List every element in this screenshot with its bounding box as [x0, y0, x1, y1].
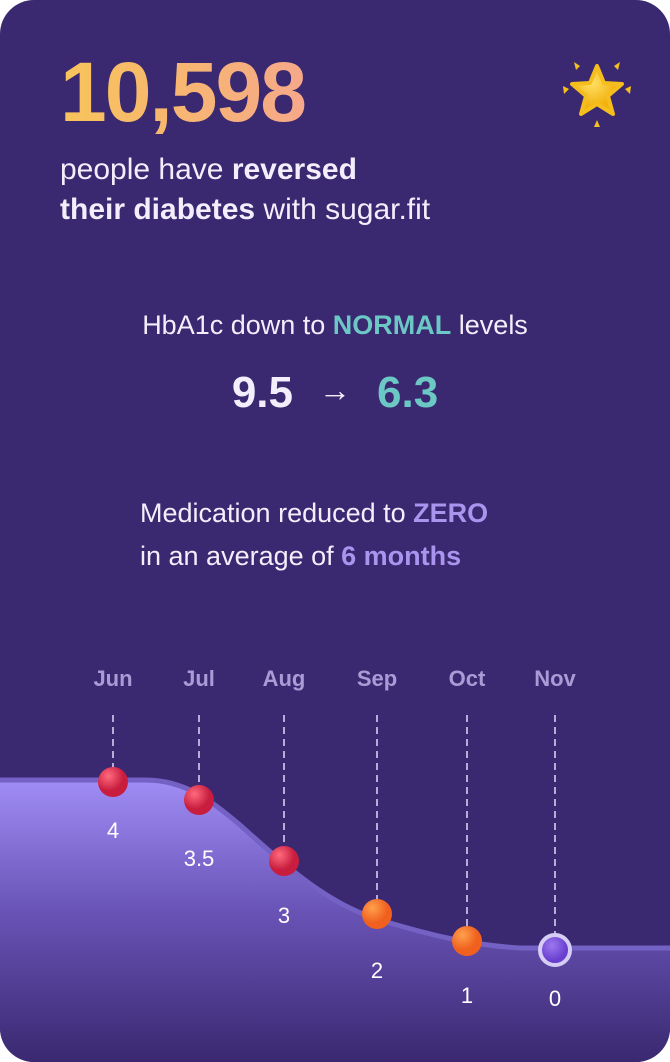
reversal-description: people have reversed their diabetes with…	[60, 150, 430, 230]
hba1c-text: levels	[451, 310, 528, 340]
hba1c-to: 6.3	[377, 368, 439, 417]
month-label: Oct	[449, 666, 486, 691]
month-label: Jun	[93, 666, 132, 691]
desc-bold: reversed	[231, 153, 357, 186]
month-label: Nov	[534, 666, 576, 691]
med-highlight: 6 months	[341, 541, 462, 571]
medication-chart: Jun 4 Jul 3.5 Aug 3 Sep 2 Oct 1 Nov 0	[0, 666, 670, 1062]
med-text: in an average of	[140, 541, 342, 571]
month-label: Sep	[357, 666, 397, 691]
month-label: Aug	[263, 666, 306, 691]
month-label: Jul	[183, 666, 215, 691]
value-label: 1	[461, 983, 473, 1008]
hba1c-text: HbA1c down to	[142, 310, 333, 340]
star-icon	[563, 62, 631, 127]
data-point	[362, 899, 392, 929]
value-label: 3	[278, 903, 290, 928]
arrow-right-icon: →	[319, 372, 351, 408]
value-label: 4	[107, 818, 119, 843]
hba1c-from: 9.5	[231, 368, 293, 417]
desc-text: people have	[60, 153, 232, 186]
data-point	[184, 785, 214, 815]
medication-text: Medication reduced to ZERO in an average…	[140, 492, 488, 578]
area-fill	[0, 780, 670, 1062]
med-text: Medication reduced to	[140, 498, 414, 528]
desc-text: with sugar.fit	[255, 193, 431, 226]
med-highlight: ZERO	[413, 498, 489, 528]
data-point	[452, 926, 482, 956]
value-label: 3.5	[184, 846, 215, 871]
data-point	[98, 767, 128, 797]
data-point	[538, 933, 572, 967]
data-point	[269, 846, 299, 876]
hba1c-values: 9.5 → 6.3	[0, 368, 670, 418]
hba1c-highlight: NORMAL	[332, 310, 452, 340]
hba1c-heading: HbA1c down to NORMAL levels	[0, 310, 670, 341]
desc-bold: their diabetes	[60, 193, 256, 226]
value-label: 2	[371, 958, 383, 983]
reversal-count: 10,598	[60, 45, 307, 139]
value-label: 0	[549, 986, 561, 1011]
